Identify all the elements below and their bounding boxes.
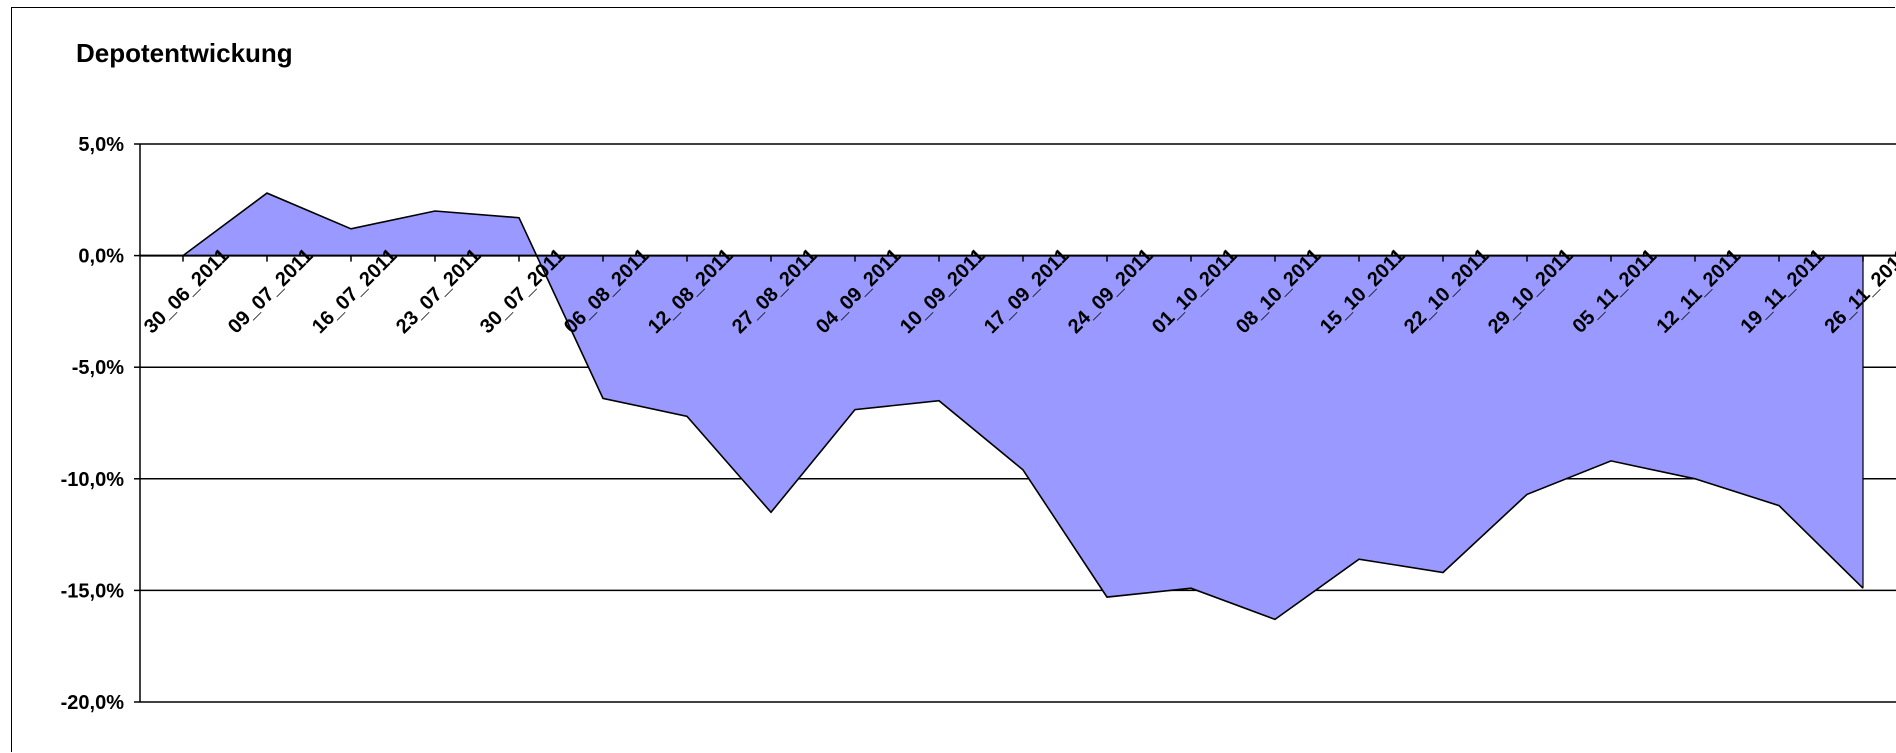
y-tick-label: -15,0% <box>61 580 125 602</box>
series-line <box>182 192 1864 621</box>
y-tick-label: 0,0% <box>78 246 124 268</box>
y-tick-label: -5,0% <box>72 357 124 379</box>
chart-frame <box>11 7 1895 752</box>
chart-title: Depotentwickung <box>76 38 293 68</box>
y-tick-label: -10,0% <box>61 469 125 491</box>
y-tick-label: -20,0% <box>61 692 125 714</box>
x-tick-label: 23_07_2011 <box>392 245 485 338</box>
y-tick-label: 5,0% <box>78 134 124 156</box>
area-fill <box>183 193 1863 620</box>
x-tick-label: 30_06_2011 <box>140 245 233 338</box>
x-tick-label: 09_07_2011 <box>224 245 317 338</box>
x-tick-label: 16_07_2011 <box>308 245 401 338</box>
